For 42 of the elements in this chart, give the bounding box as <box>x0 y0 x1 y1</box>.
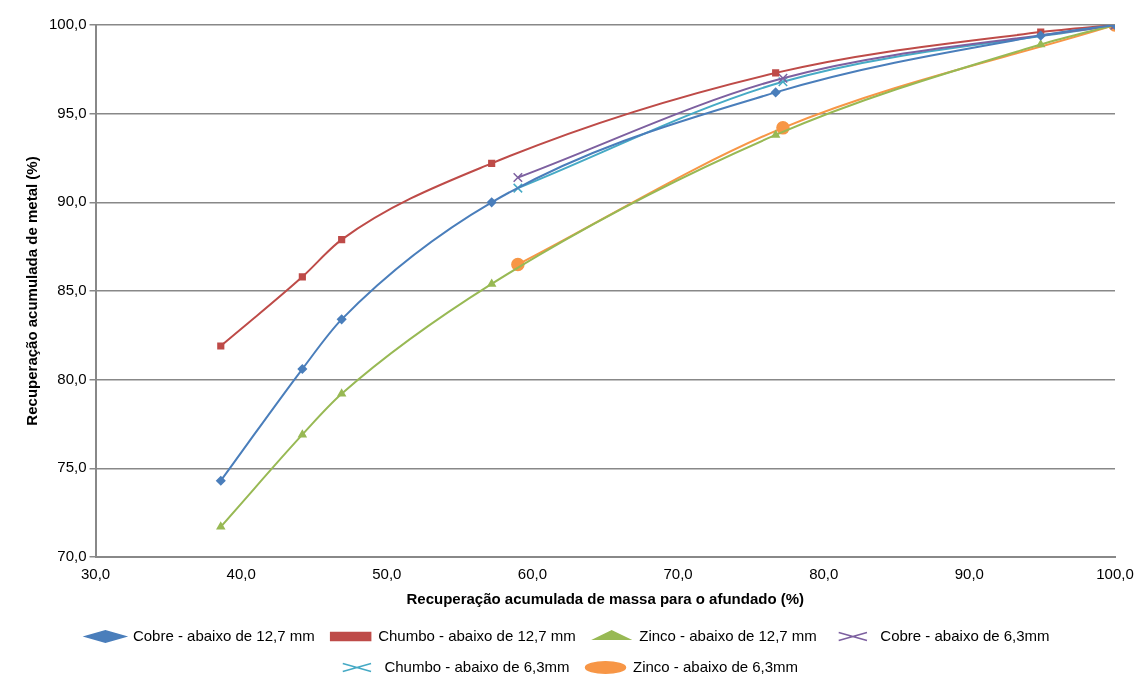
y-tick-label: 85,0 <box>57 281 87 299</box>
point <box>216 522 225 530</box>
y-tick-label: 90,0 <box>57 192 87 210</box>
x-tick-label: 50,0 <box>372 565 402 583</box>
x-tick-label: 30,0 <box>80 565 111 583</box>
y-axis-title: Recuperação acumulada de metal (%) <box>23 156 41 426</box>
point <box>338 236 346 244</box>
legend-label: Zinco - abaixo de 6,3mm <box>633 657 799 675</box>
x-tick-label: 100,0 <box>1096 565 1134 583</box>
y-tick-label: 70,0 <box>57 547 87 565</box>
x-tick-label: 90,0 <box>954 565 984 583</box>
point <box>772 69 780 77</box>
point <box>488 159 496 167</box>
legend-label: Cobre - abaixo de 12,7 mm <box>132 626 315 644</box>
x-tick-label: 70,0 <box>663 565 693 583</box>
x-tick-label: 60,0 <box>517 565 548 583</box>
legend-label: Chumbo - abaixo de 6,3mm <box>384 657 570 675</box>
point <box>770 87 781 98</box>
point <box>217 342 225 350</box>
y-tick-label: 100,0 <box>48 15 87 33</box>
x-tick-label: 40,0 <box>226 565 256 583</box>
legend-label: Zinco - abaixo de 12,7 mm <box>639 626 817 644</box>
legend-label: Chumbo - abaixo de 12,7 mm <box>378 626 576 644</box>
point <box>298 273 306 281</box>
point <box>1035 30 1046 41</box>
point <box>512 183 523 194</box>
point <box>336 314 347 325</box>
point <box>487 279 496 287</box>
y-tick-label: 95,0 <box>57 103 87 121</box>
legend-label: Cobre - abaixo de 6,3mm <box>880 626 1050 644</box>
point <box>512 172 523 183</box>
x-tick-label: 80,0 <box>809 565 839 583</box>
point <box>216 476 226 486</box>
y-tick-label: 80,0 <box>57 369 87 387</box>
point <box>1036 39 1045 48</box>
x-axis-title: Recuperação acumulada de massa para o afundado (%) <box>406 590 805 608</box>
point <box>297 364 308 374</box>
point <box>486 197 497 208</box>
y-tick-label: 75,0 <box>57 458 87 476</box>
point <box>337 389 346 397</box>
point <box>771 130 780 138</box>
point <box>298 429 307 438</box>
